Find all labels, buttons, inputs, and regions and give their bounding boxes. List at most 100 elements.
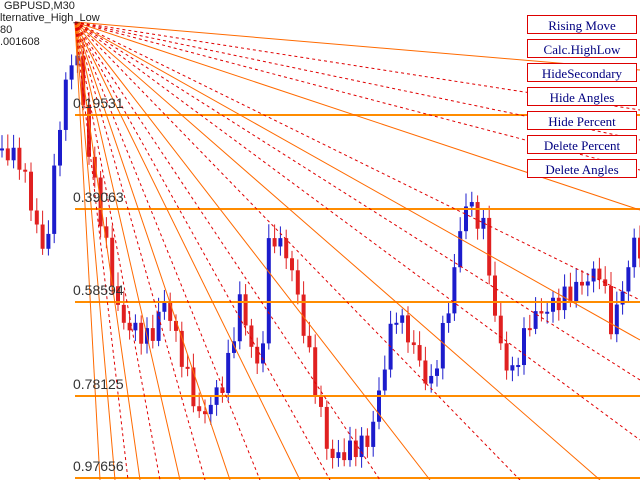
candle-body: [591, 268, 596, 282]
candle-body: [179, 330, 184, 367]
fan-line: [74, 21, 601, 480]
candle-body: [481, 217, 486, 229]
candle-body: [139, 322, 144, 344]
candle-body: [295, 270, 300, 295]
candle-body: [510, 365, 515, 371]
candle-body: [313, 347, 318, 396]
candle-body: [226, 352, 231, 394]
info-line: 80: [0, 24, 13, 36]
candle-body: [133, 322, 138, 331]
candle-body: [614, 304, 619, 335]
candle-body: [156, 311, 161, 341]
candle-body: [116, 286, 120, 305]
candle-body: [232, 341, 236, 353]
candle-body: [208, 404, 213, 415]
fan-line-dashed: [74, 21, 521, 480]
level-label: 0.39063: [73, 189, 124, 205]
candle-body: [197, 406, 202, 412]
candle-body: [533, 311, 538, 329]
candle-body: [585, 281, 590, 286]
candle-body: [446, 313, 451, 324]
candle-body: [266, 238, 271, 344]
candle-body: [359, 435, 364, 458]
level-label: 0.97656: [73, 458, 124, 474]
candle-body: [11, 147, 16, 161]
candle-body: [324, 406, 329, 449]
candle-body: [609, 286, 613, 335]
candle-body: [348, 440, 352, 461]
candle-body: [330, 448, 335, 459]
candle-body: [110, 237, 115, 287]
fan-line-dashed: [74, 21, 129, 480]
candle-body: [278, 238, 283, 247]
candle-body: [498, 315, 503, 344]
symbol: GBPUSD,M30: [4, 0, 75, 12]
fan-line: [74, 21, 431, 480]
candle-body: [168, 302, 173, 321]
candle-body: [92, 156, 97, 178]
candle-body: [319, 395, 323, 407]
candle-body: [87, 104, 91, 157]
candle-body: [40, 224, 45, 249]
candle-body: [469, 202, 474, 207]
candle-body: [435, 368, 439, 376]
button[interactable]: Calc.HighLow: [527, 39, 637, 58]
candle-body: [69, 65, 74, 80]
candle-body: [626, 267, 631, 292]
candle-body: [29, 171, 33, 211]
candle-body: [551, 297, 555, 312]
button[interactable]: Hide Angles: [527, 87, 637, 106]
candle-body: [261, 343, 265, 364]
candle-body: [382, 369, 387, 391]
candle-body: [52, 165, 57, 234]
candle-body: [574, 281, 579, 301]
candle-body: [220, 387, 225, 394]
candle-body: [307, 335, 312, 348]
candle-body: [185, 366, 190, 369]
fan-line: [74, 21, 181, 480]
candle-body: [365, 435, 370, 447]
candle-body: [487, 217, 492, 276]
candle-body: [284, 238, 289, 259]
candle-body: [522, 328, 526, 366]
button[interactable]: Hide Percent: [527, 111, 637, 130]
fan-line-dashed: [74, 21, 640, 301]
candle-body: [17, 147, 22, 170]
candle-body: [353, 440, 358, 458]
fan-line: [74, 21, 231, 480]
candle-body: [516, 365, 521, 368]
fan-line: [74, 21, 640, 211]
candle-body: [568, 286, 573, 301]
level-label: 0.58594: [73, 282, 124, 298]
candle-body: [562, 286, 567, 311]
candle-body: [174, 320, 178, 331]
candle-body: [556, 297, 561, 311]
level-label: 0.19531: [73, 95, 124, 111]
candle-body: [34, 210, 39, 225]
candle-body: [371, 421, 376, 447]
candle-body: [377, 390, 381, 422]
candle-body: [394, 322, 399, 325]
candle-body: [417, 345, 422, 361]
candle-body: [46, 233, 51, 249]
candle-body: [203, 411, 207, 415]
candle-body: [63, 79, 68, 130]
fan-line-dashed: [74, 21, 640, 441]
candle-body: [464, 206, 468, 232]
fan-line-dashed: [74, 21, 381, 480]
candle-body: [58, 129, 62, 166]
candle-body: [162, 302, 167, 312]
candle-body: [429, 375, 434, 384]
candle-body: [632, 237, 637, 268]
button[interactable]: Rising Move: [527, 15, 637, 34]
candle-body: [336, 452, 341, 459]
button[interactable]: Delete Angles: [527, 159, 637, 178]
candle-body: [504, 343, 509, 371]
candle-body: [545, 311, 550, 314]
candle-body: [272, 238, 277, 247]
candle-body: [23, 169, 28, 172]
button[interactable]: HideSecondary: [527, 63, 637, 82]
button[interactable]: Delete Percent: [527, 135, 637, 154]
candle-body: [597, 268, 602, 280]
